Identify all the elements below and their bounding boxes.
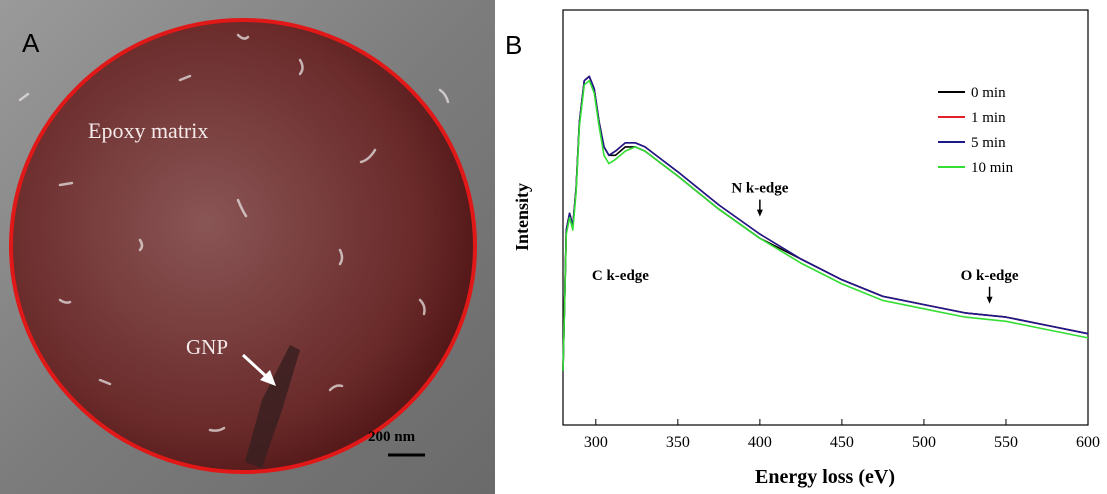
annotation: N k-edge xyxy=(731,181,788,197)
micrograph-panel: A Epoxy matrix GNP 200 nm xyxy=(0,0,495,494)
x-tick-label: 350 xyxy=(666,434,690,451)
legend-label: 1 min xyxy=(971,110,1006,126)
series-line xyxy=(562,79,1089,372)
annotation: C k-edge xyxy=(592,268,649,284)
plot-frame xyxy=(562,9,1089,426)
series-line xyxy=(562,75,1089,372)
gnp-arrow xyxy=(241,353,270,380)
x-tick-label: 450 xyxy=(830,434,854,451)
x-tick-label: 500 xyxy=(912,434,936,451)
panel-label: A xyxy=(22,28,40,58)
x-tick-label: 300 xyxy=(584,434,608,451)
x-tick-label: 600 xyxy=(1076,434,1100,451)
region-label: Epoxy matrix xyxy=(88,118,208,143)
series-line xyxy=(562,75,1089,372)
annotation-arrowhead xyxy=(986,296,993,304)
gnp-flake xyxy=(245,345,300,468)
annotation-arrowhead xyxy=(756,209,763,217)
legend-label: 0 min xyxy=(971,85,1006,101)
x-tick-label: 550 xyxy=(994,434,1018,451)
selected-area-circle xyxy=(9,18,477,474)
x-tick-label: 400 xyxy=(748,434,772,451)
legend-label: 5 min xyxy=(971,135,1006,151)
gnp-label: GNP xyxy=(186,335,228,359)
series-line xyxy=(562,75,1089,372)
y-axis-label: Intensity xyxy=(512,183,532,251)
panel-label: B xyxy=(505,30,522,60)
eels-chart: B Energy loss (eV) Intensity 300 350 400 45… xyxy=(505,9,1100,488)
annotation: O k-edge xyxy=(961,268,1019,284)
x-axis-label: Energy loss (eV) xyxy=(755,466,895,488)
legend-label: 10 min xyxy=(971,160,1014,176)
scale-bar-label: 200 nm xyxy=(368,429,416,445)
gnp-arrowhead xyxy=(260,370,276,386)
filler-particles xyxy=(18,33,450,432)
